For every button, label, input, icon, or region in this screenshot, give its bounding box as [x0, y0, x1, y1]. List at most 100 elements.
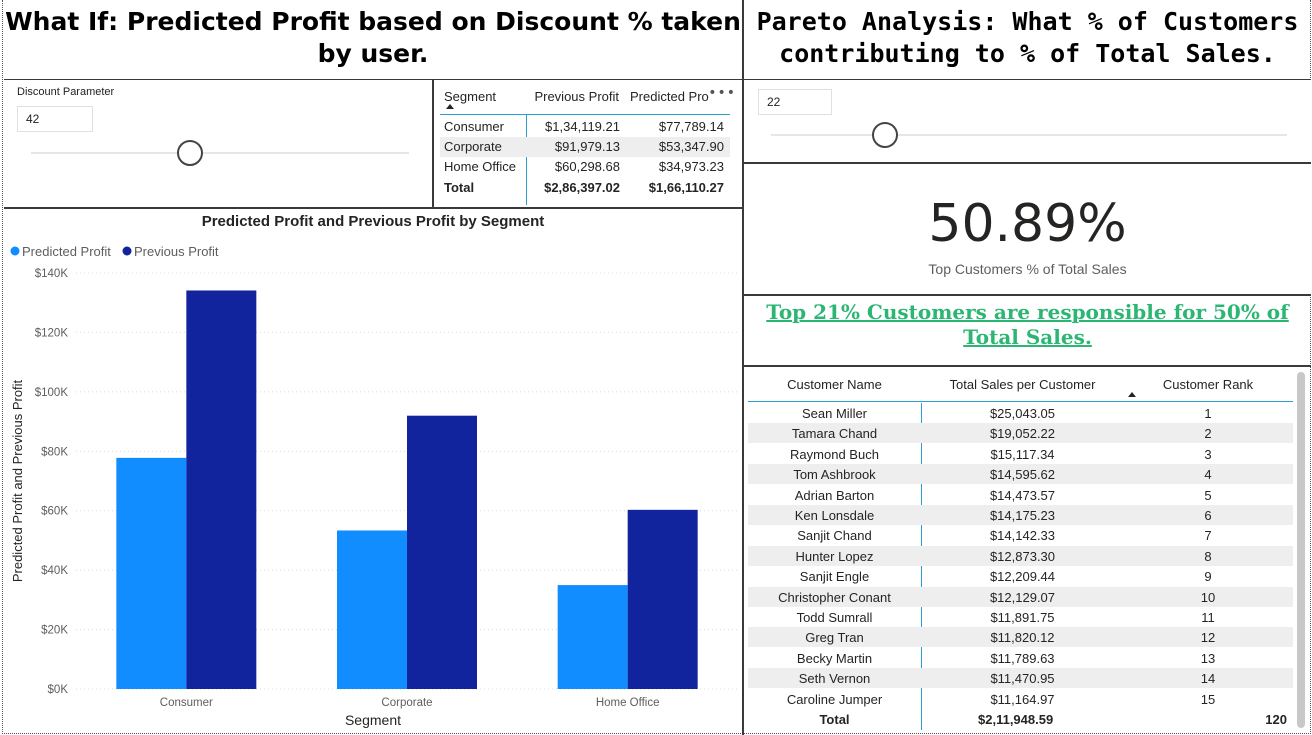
pareto-title: Pareto Analysis: What % of Customers con…	[756, 7, 1299, 68]
y-tick-label: $60K	[41, 506, 68, 518]
table-row: Corporate $91,979.13 $53,347.90	[440, 137, 730, 157]
total-rank: 120	[1265, 712, 1287, 727]
cell-customer-rank: 13	[1200, 650, 1216, 666]
discount-slicer-panel: Discount Parameter 42	[4, 79, 434, 209]
pareto-summary-link[interactable]: Top 21% Customers are responsible for 50…	[766, 300, 1289, 349]
cell-customer-name: Seth Vernon	[798, 671, 871, 687]
table-row[interactable]: Todd Sumrall $11,891.75 11	[748, 607, 1293, 627]
cell-previous-profit: $1,34,119.21	[545, 119, 620, 134]
cell-customer-name: Tom Ashbrook	[793, 467, 876, 483]
bar-predicted-home-office	[557, 585, 628, 689]
y-tick-label: $140K	[35, 268, 69, 280]
cell-customer-name: Raymond Buch	[790, 446, 879, 462]
header-customer-rank[interactable]: Customer Rank	[1162, 377, 1254, 392]
more-options-icon[interactable]: •••	[708, 85, 736, 101]
cell-customer-name: Christopher Conant	[778, 589, 891, 605]
pareto-slicer-panel: 22	[744, 79, 1311, 164]
x-tick-label: Corporate	[381, 697, 432, 709]
bar-previous-corporate	[407, 415, 477, 689]
cell-customer-rank: 12	[1200, 630, 1216, 646]
y-tick-label: $40K	[41, 565, 68, 577]
cell-total-sales: $12,873.30	[989, 548, 1056, 564]
table-row[interactable]: Ken Lonsdale $14,175.23 6	[748, 505, 1293, 525]
cell-customer-name: Sanjit Chand	[797, 528, 872, 544]
table-row[interactable]: Adrian Barton $14,473.57 5	[748, 485, 1293, 505]
kpi-card: 50.89% Top Customers % of Total Sales	[744, 164, 1311, 296]
pareto-slider-thumb[interactable]	[871, 122, 898, 148]
table-row[interactable]: Caroline Jumper $11,164.97 15	[748, 689, 1293, 709]
chart-title: Predicted Profit and Previous Profit by …	[202, 213, 545, 230]
cell-customer-name: Becky Martin	[796, 650, 873, 666]
table-row[interactable]: Raymond Buch $15,117.34 3	[748, 444, 1293, 464]
discount-slider-track[interactable]	[31, 152, 409, 154]
table-row[interactable]: Sanjit Engle $12,209.44 9	[748, 566, 1293, 586]
cell-previous-profit: $91,979.13	[554, 139, 620, 154]
y-tick-label: $0K	[48, 684, 69, 696]
customer-column-divider	[921, 403, 922, 730]
segment-table: Segment Previous Profit Predicted Pro Co…	[440, 86, 730, 206]
cell-total-sales: $11,820.12	[990, 630, 1055, 646]
cell-predicted-profit: $77,789.14	[658, 119, 724, 134]
cell-total-sales: $11,164.97	[990, 691, 1055, 707]
table-row[interactable]: Christopher Conant $12,129.07 10	[748, 586, 1293, 607]
cell-segment: Corporate	[444, 139, 502, 154]
bar-predicted-consumer	[116, 457, 187, 689]
cell-total-sales: $14,595.62	[989, 467, 1056, 483]
header-segment[interactable]: Segment	[444, 89, 497, 104]
table-total-row: Total $2,86,397.02 $1,66,110.27	[440, 178, 730, 198]
cell-total-sales: $12,209.44	[989, 569, 1056, 585]
customer-table-header: Customer Name Total Sales per Customer C…	[748, 370, 1293, 402]
sort-ascending-icon	[446, 104, 454, 109]
cell-customer-rank: 10	[1200, 589, 1216, 605]
table-row[interactable]: Tamara Chand $19,052.22 2	[748, 423, 1293, 444]
table-row[interactable]: Seth Vernon $11,470.95 14	[748, 668, 1293, 689]
table-row[interactable]: Sanjit Chand $14,142.33 7	[748, 525, 1293, 545]
pareto-slider-track[interactable]	[771, 134, 1287, 136]
customer-table-scrollbar[interactable]	[1297, 372, 1305, 728]
bar-predicted-corporate	[337, 530, 407, 689]
pareto-value-input[interactable]: 22	[758, 89, 832, 115]
legend-label: Predicted Profit	[22, 244, 111, 259]
cell-total-sales: $14,175.23	[989, 508, 1056, 523]
total-sales: $2,11,948.59	[978, 712, 1054, 727]
segment-table-panel: ••• Segment Previous Profit Predicted Pr…	[434, 79, 742, 209]
cell-customer-rank: 1	[1204, 406, 1212, 421]
table-row[interactable]: Hunter Lopez $12,873.30 8	[748, 545, 1293, 566]
cell-customer-rank: 5	[1204, 487, 1212, 503]
header-previous-profit[interactable]: Previous Profit	[534, 89, 619, 104]
table-row[interactable]: Tom Ashbrook $14,595.62 4	[748, 464, 1293, 485]
cell-total-sales: $15,117.34	[990, 446, 1055, 462]
customer-table-total-row: Total $2,11,948.59 120	[748, 709, 1293, 729]
discount-slider-thumb[interactable]	[176, 140, 203, 166]
x-tick-label: Home Office	[596, 697, 660, 709]
table-row[interactable]: Greg Tran $11,820.12 12	[748, 627, 1293, 648]
legend-marker	[122, 246, 132, 256]
cell-customer-rank: 11	[1201, 610, 1215, 625]
header-total-sales[interactable]: Total Sales per Customer	[949, 377, 1096, 392]
cell-customer-name: Hunter Lopez	[795, 548, 874, 564]
table-row: Consumer $1,34,119.21 $77,789.14	[440, 117, 730, 137]
sort-ascending-icon	[1128, 392, 1136, 397]
cell-customer-rank: 7	[1204, 528, 1212, 544]
bar-previous-home-office	[627, 509, 698, 689]
what-if-title: What If: Predicted Profit based on Disco…	[5, 7, 741, 68]
cell-predicted-profit: $34,973.23	[658, 159, 724, 174]
y-tick-label: $120K	[35, 327, 69, 339]
bar-previous-consumer	[186, 290, 257, 689]
cell-segment: Consumer	[444, 119, 504, 134]
table-row[interactable]: Becky Martin $11,789.63 13	[748, 648, 1293, 668]
table-row[interactable]: Sean Miller $25,043.05 1	[748, 403, 1293, 423]
legend-marker	[10, 246, 20, 256]
bar-chart-panel: Predicted Profit and Previous Profit by …	[4, 209, 742, 733]
total-label: Total	[819, 712, 850, 727]
cell-customer-rank: 2	[1204, 426, 1212, 442]
kpi-label: Top Customers % of Total Sales	[928, 261, 1127, 277]
discount-value-input[interactable]: 42	[17, 106, 93, 132]
x-axis-title: Segment	[345, 712, 401, 728]
header-customer-name[interactable]: Customer Name	[787, 377, 882, 392]
header-predicted-profit[interactable]: Predicted Pro	[630, 89, 709, 104]
kpi-value: 50.89%	[928, 194, 1127, 254]
total-predicted-profit: $1,66,110.27	[648, 180, 724, 195]
cell-customer-rank: 15	[1200, 691, 1216, 707]
